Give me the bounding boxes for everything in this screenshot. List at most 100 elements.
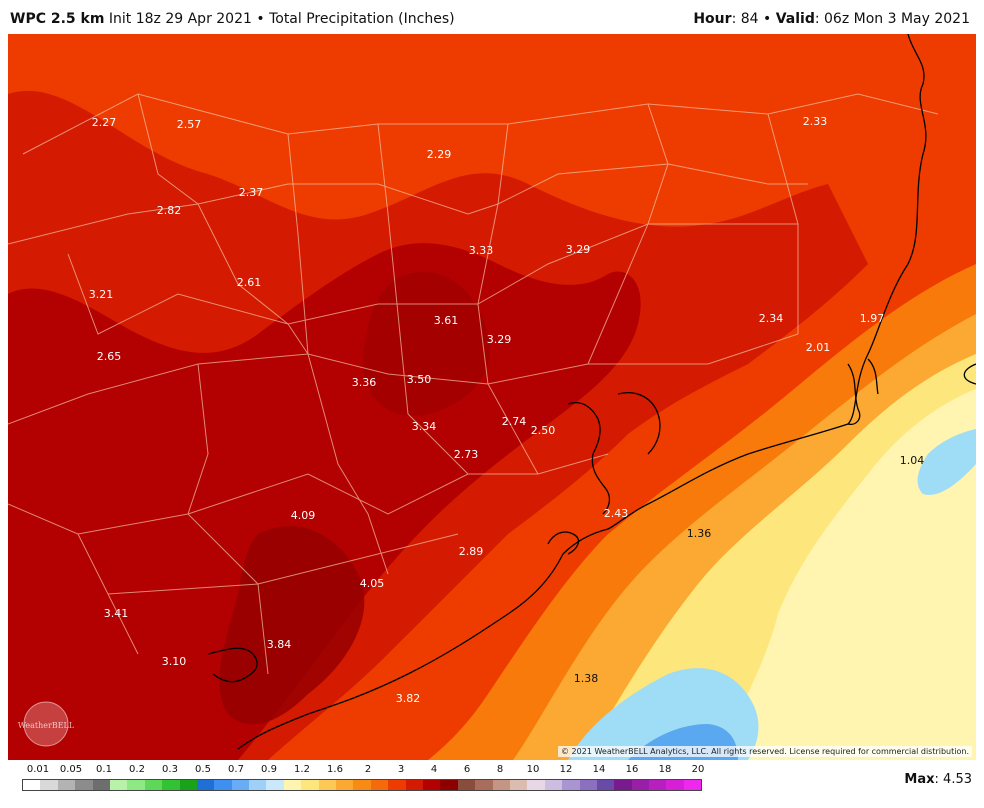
precip-value-label: 2.34 xyxy=(759,312,784,325)
precip-value-label: 2.01 xyxy=(806,341,831,354)
precip-value-label: 3.21 xyxy=(89,288,114,301)
legend-swatch xyxy=(336,780,354,790)
precip-value-label: 4.05 xyxy=(360,577,385,590)
precip-value-label: 2.43 xyxy=(604,507,629,520)
precip-value-label: 2.82 xyxy=(157,204,182,217)
map-header: WPC 2.5 km Init 18z 29 Apr 2021 • Total … xyxy=(0,0,984,34)
hour-value: : 84 xyxy=(731,11,759,27)
legend-tick-label: 18 xyxy=(658,764,672,775)
legend-tick-label: 0.5 xyxy=(195,764,211,775)
legend-swatch xyxy=(353,780,371,790)
coastline xyxy=(207,34,976,750)
legend-swatch xyxy=(544,780,563,790)
legend-color-bar xyxy=(22,779,702,791)
weatherbell-logo: WeatherBELL xyxy=(18,701,75,747)
precip-blue-spot xyxy=(917,429,976,495)
legend-swatch xyxy=(596,780,615,790)
legend-swatch xyxy=(249,780,267,790)
legend-tick-label: 20 xyxy=(691,764,705,775)
color-legend: 0.01 0.05 0.1 0.2 0.3 0.5 0.7 0.9 1.2 1.6 2 3 4 6 8 10 1… xyxy=(22,764,705,798)
legend-swatch xyxy=(301,780,319,790)
legend-swatch xyxy=(127,780,145,790)
legend-tick-label: 0.3 xyxy=(162,764,178,775)
legend-swatch xyxy=(527,780,545,790)
precipitation-map: WeatherBELL 2.27 2.57 2.29 2.33 2.37 2.82 3.33… xyxy=(8,34,976,760)
precip-value-label: 1.04 xyxy=(900,454,925,467)
legend-tick-label: 0.9 xyxy=(261,764,277,775)
legend-swatch xyxy=(283,780,302,790)
legend-tick-label: 12 xyxy=(559,764,573,775)
max-label: Max xyxy=(904,772,935,787)
legend-tick-label: 0.2 xyxy=(129,764,145,775)
legend-swatch xyxy=(266,780,284,790)
legend-swatch xyxy=(196,780,215,790)
valid-label: Valid xyxy=(775,11,815,27)
copyright-notice: © 2021 WeatherBELL Analytics, LLC. All r… xyxy=(558,746,972,757)
model-name: WPC 2.5 km xyxy=(10,11,105,27)
precip-value-label: 2.33 xyxy=(803,115,828,128)
legend-tick-label: 0.1 xyxy=(96,764,112,775)
legend-swatch xyxy=(23,780,41,790)
legend-swatch xyxy=(40,780,58,790)
precip-value-label: 2.27 xyxy=(92,116,117,129)
logo-text: WeatherBELL xyxy=(18,721,75,730)
legend-swatch xyxy=(457,780,476,790)
precip-value-label: 3.82 xyxy=(396,692,421,705)
precip-value-label: 3.29 xyxy=(566,243,591,256)
legend-tick-label: 0.01 xyxy=(26,764,50,775)
title-bullet: • xyxy=(256,11,265,27)
legend-swatch xyxy=(666,780,684,790)
precip-pale-yellow-band xyxy=(713,389,976,760)
title-bullet-2: • xyxy=(763,11,772,27)
legend-swatch xyxy=(370,780,389,790)
legend-tick-labels: 0.01 0.05 0.1 0.2 0.3 0.5 0.7 0.9 1.2 1.6 2 3 4 6 8 10 1… xyxy=(22,764,705,778)
legend-swatch xyxy=(75,780,93,790)
hour-label: Hour xyxy=(693,11,732,27)
legend-swatch xyxy=(649,780,667,790)
legend-swatch xyxy=(509,780,528,790)
legend-swatch xyxy=(405,780,423,790)
legend-swatch xyxy=(492,780,510,790)
legend-tick-label: 1.2 xyxy=(294,764,310,775)
legend-tick-label: 0.05 xyxy=(59,764,83,775)
legend-swatch xyxy=(388,780,406,790)
precip-value-label: 3.36 xyxy=(352,376,377,389)
legend-tick-label: 4 xyxy=(430,764,438,775)
legend-swatch xyxy=(614,780,632,790)
precip-value-label: 1.97 xyxy=(860,312,885,325)
legend-swatch xyxy=(109,780,128,790)
legend-swatch xyxy=(92,780,110,790)
value-labels: 2.27 2.57 2.29 2.33 2.37 2.82 3.33 3.29 3.21 2.61… xyxy=(89,115,925,705)
legend-swatch xyxy=(214,780,232,790)
legend-swatch xyxy=(579,780,597,790)
precip-value-label: 2.61 xyxy=(237,276,262,289)
legend-swatch xyxy=(422,780,441,790)
precip-value-label: 3.29 xyxy=(487,333,512,346)
legend-swatch xyxy=(179,780,197,790)
precip-value-label: 1.36 xyxy=(687,527,712,540)
map-title: WPC 2.5 km Init 18z 29 Apr 2021 • Total … xyxy=(10,11,455,27)
county-lines xyxy=(8,93,939,675)
legend-tick-label: 1.6 xyxy=(327,764,343,775)
forecast-time: Hour: 84 • Valid: 06z Mon 3 May 2021 xyxy=(693,11,970,27)
precip-value-label: 4.09 xyxy=(291,509,316,522)
precip-value-label: 3.10 xyxy=(162,655,187,668)
max-value: Max: 4.53 xyxy=(904,772,972,787)
precip-value-label: 2.74 xyxy=(502,415,527,428)
legend-tick-label: 10 xyxy=(526,764,540,775)
init-time: Init 18z 29 Apr 2021 xyxy=(108,11,252,27)
precip-value-label: 2.65 xyxy=(97,350,122,363)
legend-swatch xyxy=(631,780,650,790)
precip-deep-red-area-2 xyxy=(362,272,490,416)
legend-tick-label: 0.7 xyxy=(228,764,244,775)
legend-tick-label: 16 xyxy=(625,764,639,775)
precip-value-label: 3.61 xyxy=(434,314,459,327)
legend-swatch xyxy=(318,780,337,790)
legend-swatch xyxy=(475,780,493,790)
legend-swatch xyxy=(144,780,163,790)
legend-swatch xyxy=(683,780,702,790)
precip-value-label: 2.73 xyxy=(454,448,479,461)
precip-value-label: 3.84 xyxy=(267,638,292,651)
precip-value-label: 2.50 xyxy=(531,424,556,437)
legend-tick-label: 6 xyxy=(463,764,471,775)
